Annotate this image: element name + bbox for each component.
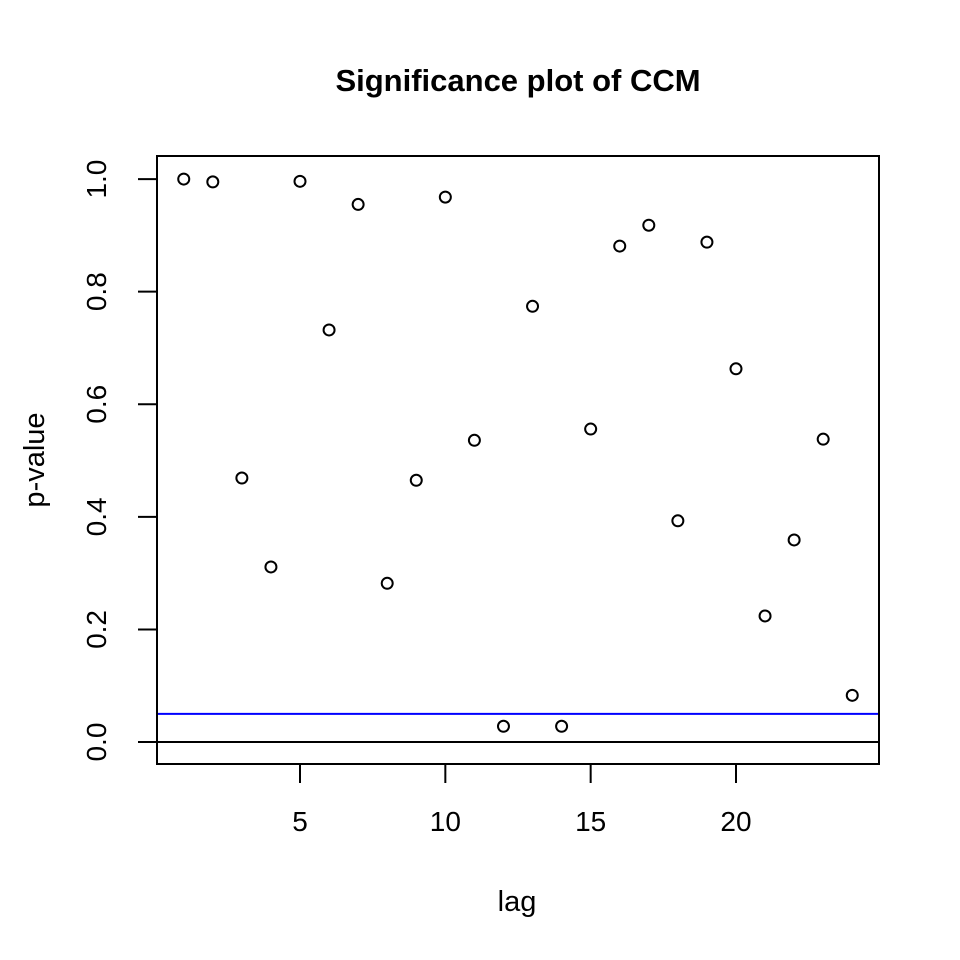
data-point [816,432,830,446]
y-axis-tick-label: 1.0 [81,160,112,199]
data-point [555,719,569,733]
data-point [845,688,859,702]
data-point [700,235,714,249]
data-point [177,172,191,186]
data-point [322,323,336,337]
data-point [467,433,481,447]
data-point [235,471,249,485]
y-axis-tick-label: 0.2 [81,610,112,649]
y-axis-label: p-value [19,412,51,507]
y-axis-tick-label: 0.8 [81,272,112,311]
chart-layer: 0.0 0.2 0.4 0.6 0.8 1.0 5 10 15 20 [81,155,880,837]
data-point [293,174,307,188]
data-point [787,533,801,547]
data-point [758,609,772,623]
y-axis-tick-label: 0.4 [81,497,112,536]
x-axis-tick-label: 20 [720,806,751,837]
data-point [729,362,743,376]
y-axis-tick-label: 0.6 [81,385,112,424]
data-point [526,299,540,313]
data-point [613,239,627,253]
x-axis-tick-label: 10 [430,806,461,837]
data-point [671,514,685,528]
data-point [380,576,394,590]
data-point [642,218,656,232]
y-axis-tick-label: 0.0 [81,723,112,762]
data-point [438,190,452,204]
x-axis-tick-label: 15 [575,806,606,837]
data-point [496,719,510,733]
data-point [206,175,220,189]
data-point [584,422,598,436]
data-point [409,473,423,487]
x-axis-tick-label: 5 [292,806,308,837]
data-point [264,560,278,574]
plot-title: Significance plot of CCM [335,63,700,98]
x-axis-label: lag [498,886,537,918]
plot-border [156,155,880,765]
data-point [351,197,365,211]
